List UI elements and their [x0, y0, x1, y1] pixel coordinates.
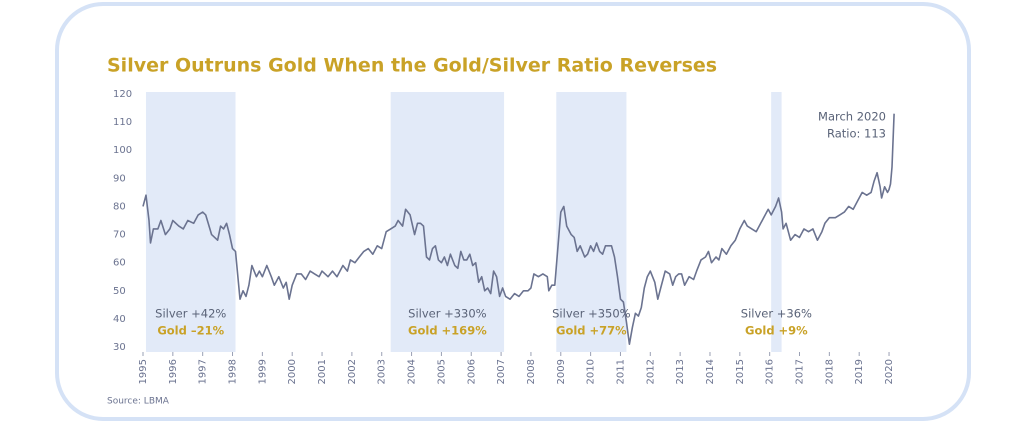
x-tick-label: 2014: [705, 359, 716, 384]
annotation-silver: Silver +350%: [552, 307, 631, 321]
x-tick-label: 1997: [198, 359, 209, 384]
x-tick-label: 2013: [675, 359, 686, 384]
y-tick-label: 90: [113, 173, 126, 184]
x-tick-label: 2004: [407, 359, 418, 384]
y-tick-label: 80: [113, 201, 126, 212]
y-tick-label: 110: [113, 117, 132, 128]
x-tick-label: 2012: [645, 359, 656, 384]
annotation-gold: Gold –21%: [157, 324, 224, 338]
x-tick-label: 2007: [496, 359, 507, 384]
x-tick-label: 2016: [765, 359, 776, 384]
x-tick-label: 2015: [735, 359, 746, 384]
annotation-silver: Silver +36%: [741, 307, 812, 321]
y-tick-label: 50: [113, 286, 126, 297]
x-tick-label: 2001: [317, 359, 328, 384]
y-tick-label: 60: [113, 258, 126, 269]
y-tick-label: 40: [113, 314, 126, 325]
x-tick-label: 2008: [526, 359, 537, 384]
x-tick-label: 1996: [168, 359, 179, 384]
x-tick-label: 2020: [884, 359, 895, 384]
x-tick-label: 2010: [586, 359, 597, 384]
shaded-range: [390, 92, 505, 352]
x-tick-label: 2000: [287, 359, 298, 384]
x-tick-label: 2002: [347, 359, 358, 384]
x-tick-label: 2011: [615, 359, 626, 384]
end-label: March 2020: [818, 110, 886, 124]
annotation-gold: Gold +9%: [745, 324, 808, 338]
annotation-silver: Silver +42%: [155, 307, 226, 321]
chart-title: Silver Outruns Gold When the Gold/Silver…: [107, 55, 717, 77]
end-label: Ratio: 113: [827, 127, 886, 141]
x-tick-label: 2018: [824, 359, 835, 384]
y-tick-label: 120: [113, 89, 132, 100]
y-tick-label: 70: [113, 230, 126, 241]
shaded-range: [556, 92, 627, 352]
x-tick-label: 1995: [138, 359, 149, 384]
x-tick-label: 2009: [556, 359, 567, 384]
x-tick-label: 2003: [377, 359, 388, 384]
annotation-gold: Gold +77%: [556, 324, 627, 338]
x-tick-label: 2019: [854, 359, 865, 384]
y-tick-label: 30: [113, 342, 126, 353]
annotation-silver: Silver +330%: [408, 307, 487, 321]
x-tick-label: 1998: [228, 359, 239, 384]
shaded-range: [771, 92, 782, 352]
x-tick-label: 2005: [436, 359, 447, 384]
card: [55, 2, 971, 421]
y-tick-label: 100: [113, 145, 132, 156]
x-tick-label: 1999: [257, 359, 268, 384]
ratio-line: [142, 113, 895, 345]
x-tick-label: 2006: [466, 359, 477, 384]
source: Source: LBMA: [107, 397, 170, 407]
x-tick-label: 2017: [795, 359, 806, 384]
annotation-gold: Gold +169%: [408, 324, 487, 338]
